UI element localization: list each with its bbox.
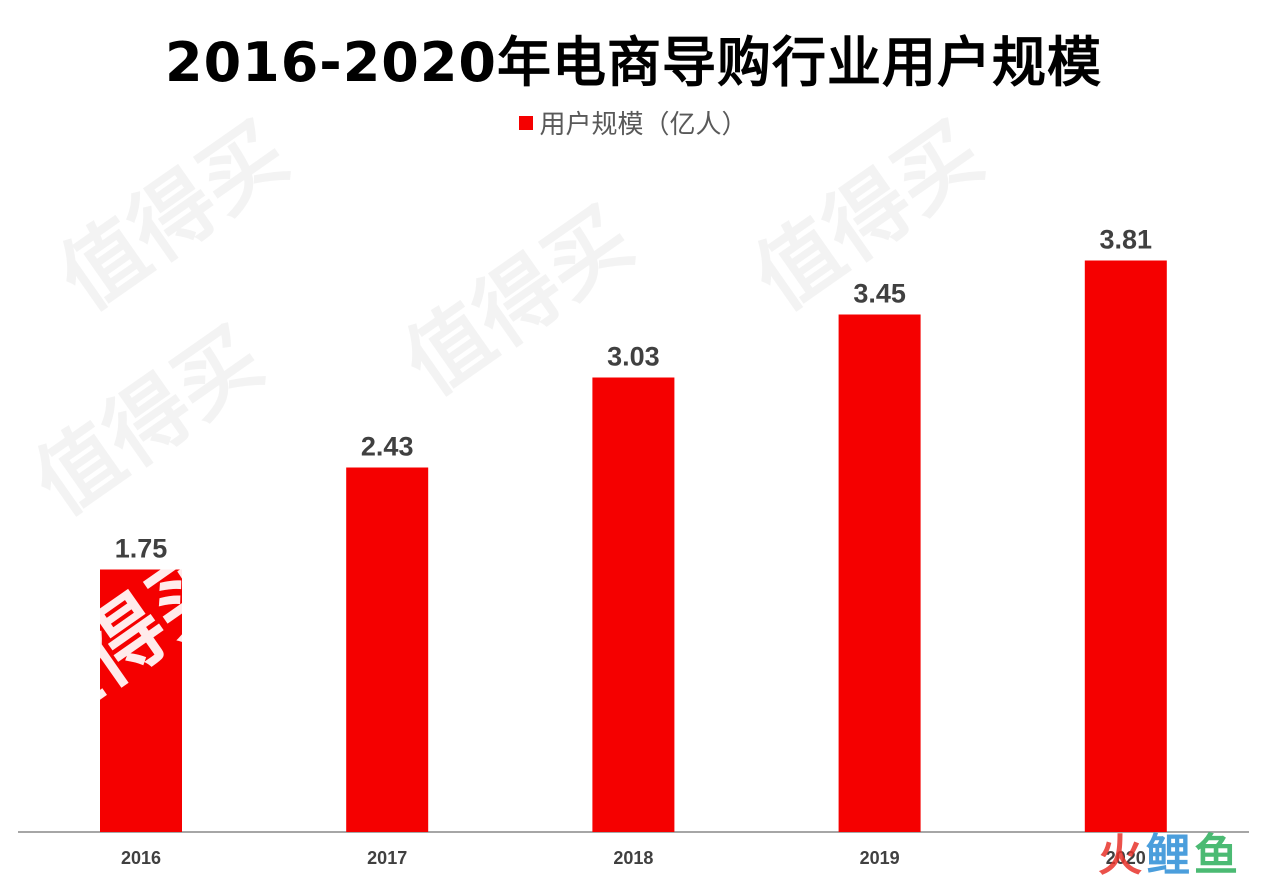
data-label-2019: 3.45 — [853, 279, 906, 309]
data-label-2018: 3.03 — [607, 342, 660, 372]
chart-title: 2016-2020年电商导购行业用户规模 — [165, 31, 1102, 94]
bar-2020 — [1084, 260, 1167, 832]
x-tick-label-2017: 2017 — [367, 848, 407, 868]
x-tick-label-2019: 2019 — [860, 848, 900, 868]
legend-swatch — [519, 116, 534, 130]
data-label-2016: 1.75 — [115, 534, 168, 564]
legend: 用户规模（亿人） — [0, 104, 1267, 141]
legend-label: 用户规模（亿人） — [539, 110, 748, 140]
x-tick-label-2016: 2016 — [121, 848, 161, 868]
bar-2016 — [100, 569, 182, 832]
data-label-2017: 2.43 — [361, 432, 414, 462]
x-tick-label-2020: 2020 — [1106, 848, 1146, 868]
bar-2017 — [346, 467, 429, 832]
bar-2018 — [592, 377, 675, 832]
data-label-2020: 3.81 — [1100, 225, 1153, 255]
x-tick-label-2018: 2018 — [613, 848, 653, 868]
bar-2019 — [838, 314, 921, 832]
